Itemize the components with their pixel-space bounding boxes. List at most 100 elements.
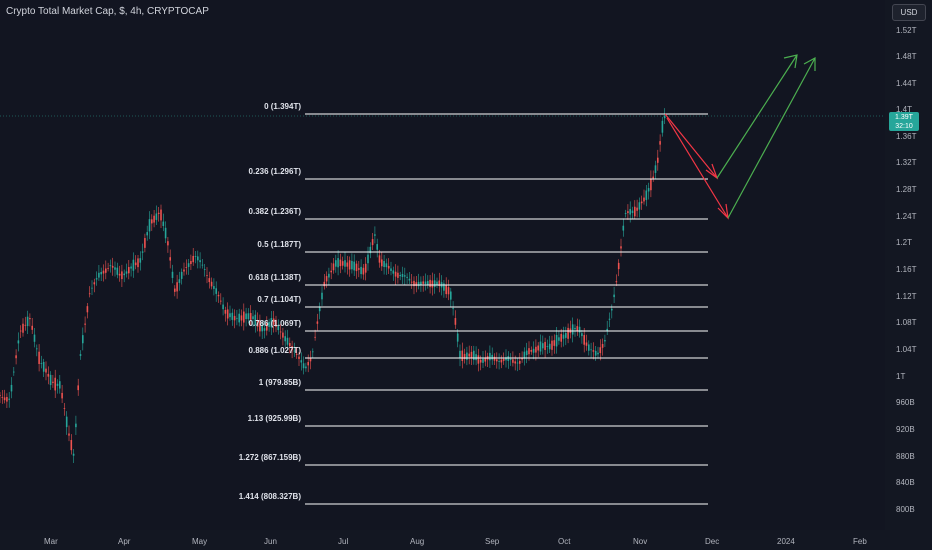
price-tick: 1.32T: [896, 158, 917, 167]
candle-body: [208, 278, 211, 283]
candle-body: [624, 212, 627, 214]
candle-body: [29, 318, 31, 320]
candle-body: [289, 343, 291, 347]
time-axis[interactable]: [0, 530, 932, 550]
candle-body: [151, 219, 153, 224]
candle-body: [256, 320, 259, 327]
candle-body: [514, 361, 516, 364]
candle-body: [277, 325, 280, 331]
candle-body: [640, 201, 643, 204]
price-tick: 1.08T: [896, 318, 917, 327]
candle-body: [47, 373, 50, 377]
candle-body: [63, 408, 66, 409]
candle-body: [56, 383, 59, 386]
candle-body: [128, 267, 130, 274]
candle-body: [307, 362, 309, 366]
candle-body: [298, 356, 300, 359]
candle-body: [516, 362, 519, 364]
candle-body: [659, 141, 661, 145]
projection-down-arrow-1: [664, 113, 718, 179]
price-tick: 1.4T: [896, 105, 913, 114]
time-tick: Sep: [485, 537, 500, 546]
candle-body: [415, 282, 418, 286]
candle-body: [408, 278, 411, 281]
candle-body: [493, 356, 496, 361]
candle-body: [305, 366, 307, 369]
candle-body: [417, 281, 420, 287]
candle-body: [456, 333, 459, 342]
candle-body: [144, 238, 146, 248]
candle-body: [160, 209, 162, 221]
currency-button[interactable]: USD: [892, 4, 926, 21]
candle-body: [346, 262, 349, 267]
fibonacci-retracement: [305, 113, 708, 505]
candle-body: [84, 323, 86, 325]
candle-body: [231, 312, 234, 320]
candle-body: [650, 178, 652, 191]
candle-body: [268, 321, 270, 327]
candle-body: [19, 330, 22, 332]
candle-body: [592, 350, 595, 352]
candle-body: [266, 323, 268, 331]
candle-body: [3, 397, 6, 401]
candle-body: [643, 197, 645, 202]
candle-body: [583, 335, 585, 345]
price-axis[interactable]: [885, 0, 932, 530]
fib-level-label: 0.618 (1.138T): [248, 273, 301, 282]
candle-body: [233, 315, 236, 321]
chart-area[interactable]: [0, 0, 885, 530]
candle-body: [88, 293, 91, 295]
candle-body: [399, 274, 401, 277]
candle-body: [291, 345, 293, 351]
candle-body: [238, 313, 240, 323]
candle-body: [187, 263, 190, 267]
candle-body: [601, 344, 604, 348]
candle-body: [590, 349, 592, 351]
fib-level-label: 0.236 (1.296T): [248, 167, 301, 176]
candle-body: [54, 377, 56, 391]
price-tick: 840B: [896, 478, 915, 487]
fib-level-label: 0 (1.394T): [264, 102, 301, 111]
candle-body: [45, 368, 47, 373]
candle-body: [42, 361, 45, 372]
candle-body: [599, 347, 602, 354]
candle-body: [401, 273, 404, 277]
candle-body: [597, 352, 599, 355]
candle-body: [397, 272, 399, 278]
candle-body: [337, 258, 339, 268]
candle-body: [581, 333, 583, 337]
candle-body: [293, 350, 296, 352]
candle-body: [15, 355, 17, 359]
candle-body: [555, 334, 558, 347]
candle-body: [404, 275, 406, 277]
candle-body: [657, 157, 659, 163]
price-tick: 1.04T: [896, 345, 917, 354]
candle-body: [661, 120, 664, 133]
candle-body: [61, 392, 63, 399]
fib-level-label: 0.382 (1.236T): [248, 207, 301, 216]
candle-body: [537, 345, 539, 351]
candle-body: [40, 363, 43, 364]
candle-body: [348, 260, 351, 270]
candle-body: [192, 255, 194, 263]
candle-body: [585, 342, 588, 346]
candle-body: [594, 350, 597, 356]
candle-body: [121, 271, 123, 280]
fib-level-label: 0.886 (1.027T): [248, 346, 301, 355]
candle-body: [528, 348, 530, 355]
candle-body: [164, 227, 167, 239]
candle-body: [176, 282, 178, 292]
candle-body: [24, 324, 27, 326]
candle-body: [318, 306, 321, 312]
candle-body: [31, 325, 33, 330]
candle-body: [551, 340, 553, 350]
fib-level-label: 0.5 (1.187T): [257, 240, 301, 249]
candle-body: [394, 271, 397, 277]
candle-body: [463, 353, 466, 360]
candle-body: [636, 207, 638, 211]
candle-body: [617, 262, 620, 270]
time-tick: Mar: [44, 537, 58, 546]
candle-body: [558, 337, 560, 341]
candle-body: [383, 261, 385, 268]
